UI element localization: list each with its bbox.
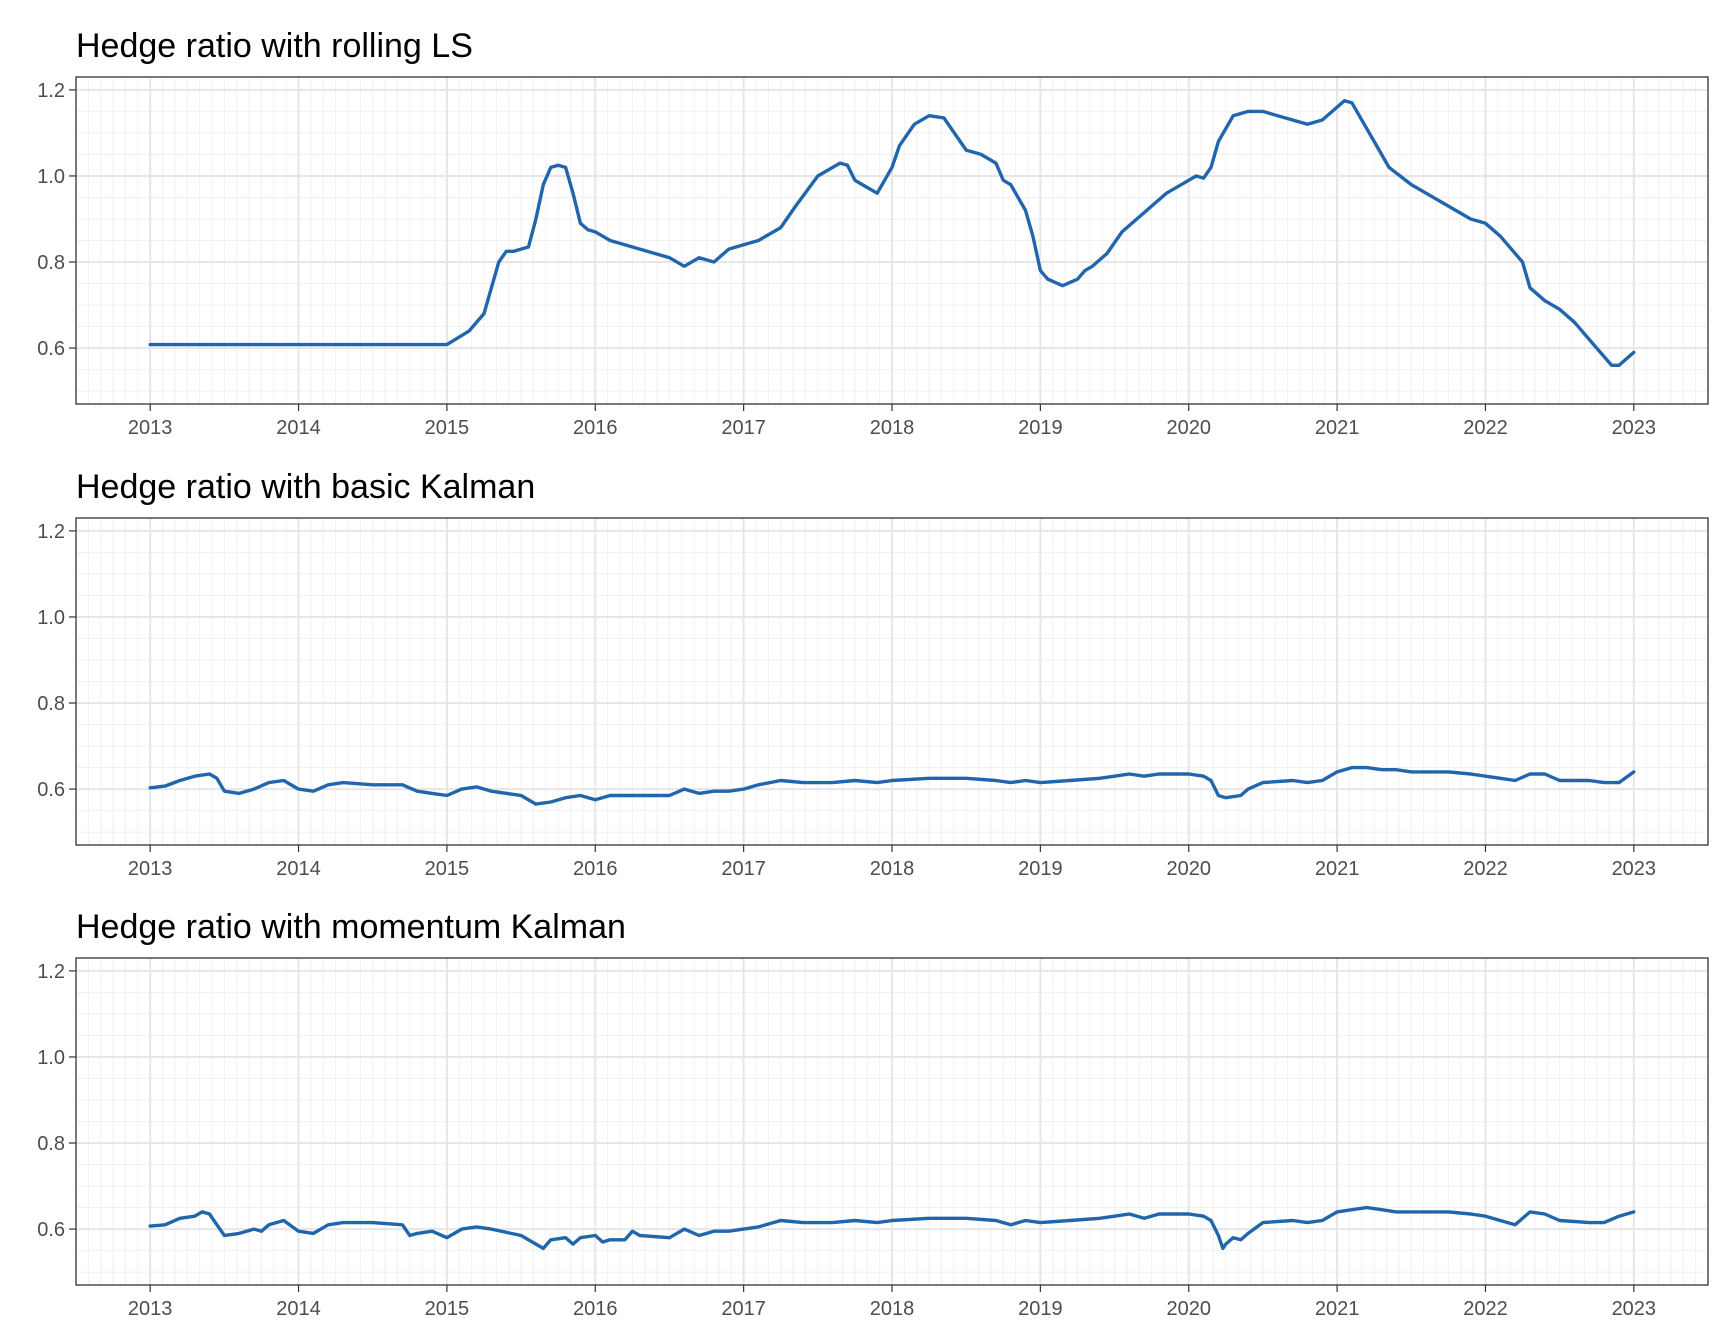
- x-tick-label: 2021: [1315, 858, 1360, 880]
- x-tick-label: 2019: [1018, 417, 1063, 439]
- x-tick-label: 2019: [1018, 1298, 1063, 1320]
- x-tick-label: 2023: [1612, 1298, 1657, 1320]
- y-tick-label: 0.6: [37, 1219, 65, 1241]
- chart-panel-3: Hedge ratio with momentum Kalman 2013 2014…: [37, 908, 1709, 1320]
- x-tick-label: 2015: [425, 1298, 470, 1320]
- series-line: [148, 765, 1636, 806]
- x-tick-label: 2020: [1166, 858, 1211, 880]
- x-tick-label: 2013: [128, 417, 173, 439]
- x-tick-label: 2015: [425, 417, 470, 439]
- y-tick-label: 0.8: [37, 252, 65, 274]
- x-tick-label: 2018: [870, 858, 915, 880]
- y-tick-label: 1.2: [37, 521, 65, 543]
- chart-panel-1: Hedge ratio with rolling LS 2013 2014 2015 2…: [37, 27, 1709, 439]
- x-tick-label: 2019: [1018, 858, 1063, 880]
- x-tick-label: 2018: [870, 417, 915, 439]
- y-tick-label: 0.8: [37, 693, 65, 715]
- x-tick-label: 2014: [276, 1298, 321, 1320]
- x-tick-label: 2022: [1463, 858, 1508, 880]
- x-tick-label: 2014: [276, 417, 321, 439]
- x-tick-label: 2017: [721, 417, 766, 439]
- x-tick-label: 2023: [1612, 417, 1657, 439]
- panel-title: Hedge ratio with basic Kalman: [76, 468, 535, 506]
- x-tick-label: 2017: [721, 858, 766, 880]
- x-tick-label: 2013: [128, 1298, 173, 1320]
- x-tick-label: 2016: [573, 1298, 618, 1320]
- grid: [75, 518, 1709, 845]
- x-tick-label: 2013: [128, 858, 173, 880]
- series-line: [148, 98, 1636, 367]
- y-tick-label: 0.6: [37, 338, 65, 360]
- panel-title: Hedge ratio with rolling LS: [76, 27, 473, 65]
- y-tick-label: 1.2: [37, 80, 65, 102]
- x-tick-label: 2014: [276, 858, 321, 880]
- y-tick-label: 1.0: [37, 166, 65, 188]
- x-tick-label: 2023: [1612, 858, 1657, 880]
- grid: [75, 77, 1709, 404]
- x-tick-label: 2015: [425, 858, 470, 880]
- y-tick-label: 0.8: [37, 1133, 65, 1155]
- x-tick-label: 2016: [573, 858, 618, 880]
- series-line: [148, 1205, 1636, 1251]
- chart-panel-2: Hedge ratio with basic Kalman 2013 2014 201…: [37, 468, 1709, 880]
- y-tick-label: 0.6: [37, 779, 65, 801]
- grid: [75, 958, 1709, 1285]
- panel-title: Hedge ratio with momentum Kalman: [76, 908, 626, 946]
- x-tick-label: 2020: [1166, 417, 1211, 439]
- x-tick-label: 2021: [1315, 1298, 1360, 1320]
- x-tick-label: 2016: [573, 417, 618, 439]
- y-tick-label: 1.2: [37, 961, 65, 983]
- x-tick-label: 2017: [721, 1298, 766, 1320]
- x-tick-label: 2020: [1166, 1298, 1211, 1320]
- x-tick-label: 2021: [1315, 417, 1360, 439]
- x-tick-label: 2018: [870, 1298, 915, 1320]
- x-tick-label: 2022: [1463, 1298, 1508, 1320]
- y-tick-label: 1.0: [37, 1047, 65, 1069]
- x-tick-label: 2022: [1463, 417, 1508, 439]
- y-tick-label: 1.0: [37, 607, 65, 629]
